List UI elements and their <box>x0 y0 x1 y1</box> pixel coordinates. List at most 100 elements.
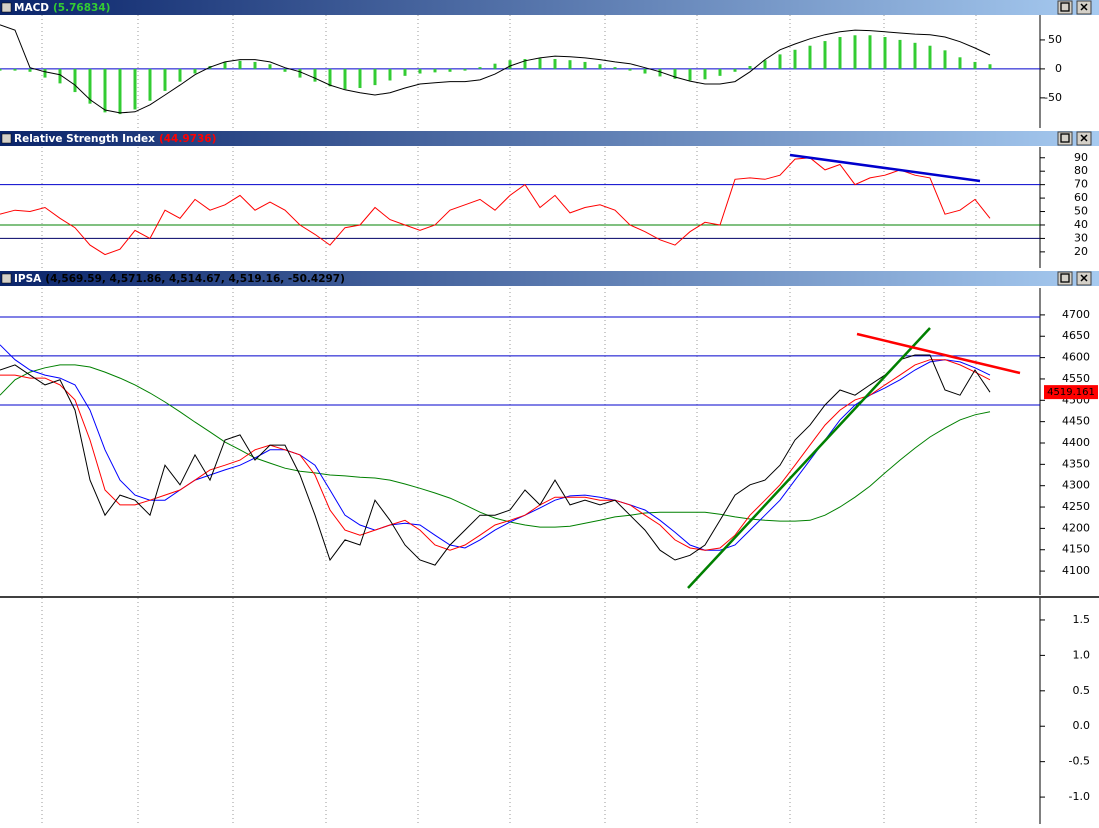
panel-title-value: (4,569.59, 4,571.86, 4,514.67, 4,519.16,… <box>45 273 345 285</box>
histogram-bar <box>313 68 317 82</box>
histogram-bar <box>508 60 512 69</box>
restore-icon <box>1060 133 1070 143</box>
histogram-bar <box>163 68 167 91</box>
histogram-bar <box>928 45 932 69</box>
plot-area <box>0 24 992 115</box>
histogram-bar <box>958 57 962 69</box>
y-tick-label: 4250 <box>1062 500 1090 513</box>
histogram-bar <box>733 68 737 72</box>
y-tick-label: 0 <box>1055 62 1062 75</box>
histogram-bar <box>748 65 752 69</box>
panel-title-name: Relative Strength Index <box>14 133 155 145</box>
histogram-bar <box>223 61 227 69</box>
trend-line <box>789 153 981 183</box>
panel-header <box>0 0 1099 15</box>
y-tick-label: 0.0 <box>1073 719 1091 732</box>
histogram-bar <box>703 68 707 80</box>
plot-area <box>0 157 991 256</box>
histogram-bar <box>598 64 602 69</box>
y-tick-label: 40 <box>1074 218 1088 231</box>
y-tick-label: 4200 <box>1062 521 1090 534</box>
panel-title-value: (5.76834) <box>53 2 110 14</box>
histogram-bar <box>88 68 92 104</box>
histogram-bar <box>763 60 767 69</box>
panel-title-name: MACD <box>14 2 49 14</box>
y-tick-label: 80 <box>1074 164 1088 177</box>
histogram-bar <box>238 60 242 69</box>
histogram-bar <box>898 39 902 69</box>
series-line <box>0 157 991 256</box>
histogram-bar <box>418 68 422 74</box>
histogram-bar <box>58 68 62 84</box>
trend-lines <box>687 153 1021 589</box>
histogram-bar <box>253 61 257 69</box>
header-icon <box>1 2 12 13</box>
histogram-bar <box>553 59 557 69</box>
y-tick-label: 4550 <box>1062 372 1090 385</box>
histogram-bar <box>343 68 347 90</box>
y-tick-label: 4350 <box>1062 457 1090 470</box>
plot-area <box>0 344 991 566</box>
histogram-bar <box>793 49 797 69</box>
header-icon <box>1 273 12 284</box>
histogram-bar <box>988 64 992 69</box>
y-tick-label: 30 <box>1074 231 1088 244</box>
last-value-box <box>1044 385 1098 400</box>
histogram-bar <box>868 35 872 69</box>
y-tick-label: 70 <box>1074 178 1088 191</box>
close-icon <box>1080 134 1088 142</box>
last-value-label: 4519.161 <box>1047 387 1095 398</box>
y-tick-label: 4600 <box>1062 351 1090 364</box>
y-tick-label: 4450 <box>1062 415 1090 428</box>
histogram-bar <box>283 68 287 72</box>
histogram-bar <box>133 68 137 110</box>
series-line <box>0 364 991 528</box>
histogram-bar <box>853 35 857 69</box>
histogram-bar <box>913 42 917 69</box>
histogram-bar <box>493 63 497 69</box>
y-tick-label: -50 <box>1044 91 1062 104</box>
header-icon <box>1 133 12 144</box>
histogram-bar <box>298 68 302 78</box>
histogram-bar <box>583 61 587 69</box>
histogram-bar <box>658 68 662 77</box>
panel-title: Relative Strength Index (44.9736) <box>14 133 216 145</box>
panel-title-value: (44.9736) <box>159 133 216 145</box>
panel-title: MACD (5.76834) <box>14 2 110 14</box>
histogram-bar <box>358 68 362 89</box>
y-tick-label: 20 <box>1074 245 1088 258</box>
histogram-bar <box>673 68 677 79</box>
histogram-bar <box>883 37 887 69</box>
y-tick-label: 1.0 <box>1073 648 1091 661</box>
histogram-bar <box>13 68 17 71</box>
series-line <box>0 359 991 551</box>
y-tick-label: 4150 <box>1062 543 1090 556</box>
histogram-bar <box>643 68 647 74</box>
panel-title-name: IPSA <box>14 273 42 285</box>
close-icon <box>1080 3 1088 11</box>
histogram-bar <box>823 41 827 69</box>
histogram-bar <box>28 68 32 72</box>
series-line <box>0 24 991 114</box>
restore-icon <box>1060 2 1070 12</box>
histogram-bar <box>118 68 122 115</box>
trend-line <box>856 332 1021 375</box>
y-tick-label: 4650 <box>1062 329 1090 342</box>
histogram-bar <box>148 68 152 101</box>
histogram-bar <box>613 67 617 69</box>
y-tick-label: 50 <box>1048 33 1062 46</box>
y-tick-label: 4100 <box>1062 564 1090 577</box>
histogram-bar <box>718 68 722 76</box>
y-tick-label: -1.0 <box>1069 790 1090 803</box>
histogram-bar <box>778 54 782 69</box>
histogram-bar <box>328 68 332 87</box>
y-tick-label: 60 <box>1074 191 1088 204</box>
histogram-bar <box>268 64 272 69</box>
histogram-bar <box>103 68 107 113</box>
trend-line <box>687 327 931 589</box>
histogram-bar <box>0 68 2 71</box>
histogram-bar <box>523 59 527 69</box>
y-tick-label: 1.5 <box>1073 613 1091 626</box>
